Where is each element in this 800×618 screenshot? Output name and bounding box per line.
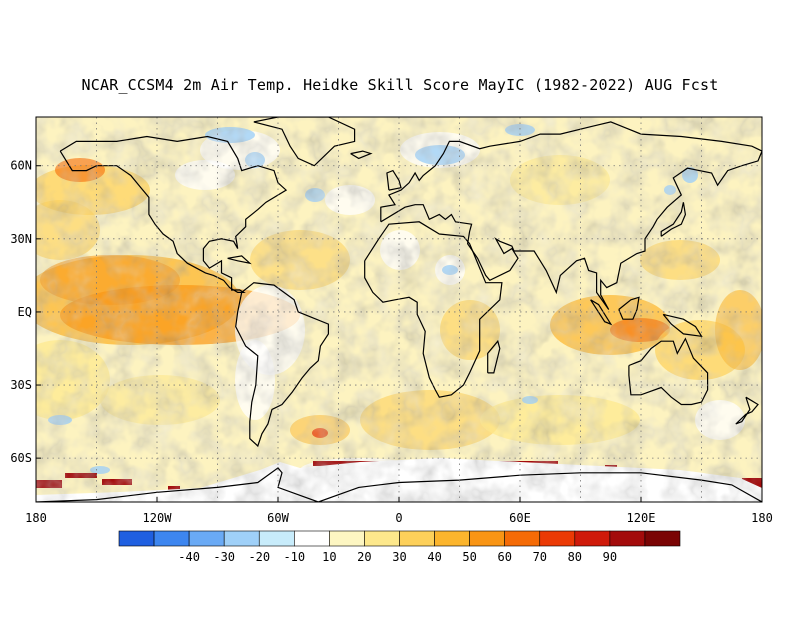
colorbar-label: 70 <box>533 550 547 564</box>
lat-tick-label: 30N <box>10 232 32 246</box>
lon-tick-label: 120W <box>143 511 173 525</box>
colorbar-label: 50 <box>462 550 476 564</box>
coastline <box>735 396 759 425</box>
lon-tick-label: 60W <box>267 511 289 525</box>
colorbar-swatch <box>574 530 611 547</box>
coastline <box>662 313 703 338</box>
lat-tick-label: 60S <box>10 451 32 465</box>
colorbar-swatch <box>469 530 505 547</box>
lon-tick-label: 180 <box>751 511 773 525</box>
colorbar-label: 40 <box>427 550 441 564</box>
colorbar-label: 10 <box>322 550 336 564</box>
colorbar-label: 80 <box>568 550 582 564</box>
lon-tick-label: 180 <box>25 511 47 525</box>
colorbar-label: -40 <box>178 550 200 564</box>
colorbar-label: -30 <box>213 550 235 564</box>
colorbar-label: 20 <box>357 550 371 564</box>
colorbar-swatch <box>609 530 646 547</box>
colorbar-swatch <box>258 530 295 547</box>
colorbar-swatch <box>399 530 435 547</box>
colorbar-label: -10 <box>283 550 305 564</box>
lat-tick-label: 30S <box>10 378 32 392</box>
colorbar-label: 60 <box>497 550 511 564</box>
colorbar <box>118 530 681 547</box>
coastline <box>253 117 356 167</box>
colorbar-swatch <box>223 530 260 547</box>
colorbar-label: 90 <box>603 550 617 564</box>
colorbar-swatch <box>434 530 470 547</box>
colorbar-label: -20 <box>248 550 270 564</box>
coastline <box>59 135 288 293</box>
coastline <box>590 299 613 326</box>
colorbar-swatch <box>364 530 400 547</box>
colorbar-swatch <box>504 530 541 547</box>
colorbar-swatch <box>329 530 365 547</box>
coastline <box>487 339 501 374</box>
colorbar-swatch <box>188 530 225 547</box>
lon-tick-label: 120E <box>627 511 656 525</box>
colorbar-label: 30 <box>392 550 406 564</box>
coastline <box>235 282 329 448</box>
lat-tick-label: EQ <box>18 305 32 319</box>
coastline <box>380 121 762 310</box>
lon-tick-label: 0 <box>395 511 402 525</box>
colorbar-swatch <box>539 530 576 547</box>
coastline <box>227 255 252 265</box>
colorbar-swatch <box>118 530 155 547</box>
lat-tick-label: 60N <box>10 159 32 173</box>
coastline <box>628 337 709 406</box>
coastline <box>350 150 373 160</box>
coastline <box>386 169 402 191</box>
coastline <box>660 202 687 237</box>
coastline <box>36 467 762 502</box>
colorbar-swatch <box>294 530 330 547</box>
colorbar-swatch <box>153 530 190 547</box>
lon-tick-label: 60E <box>509 511 531 525</box>
coastline <box>618 296 640 320</box>
coastline <box>364 221 503 398</box>
map-field <box>36 117 762 502</box>
colorbar-swatch <box>644 530 681 547</box>
map-title: NCAR_CCSM4 2m Air Temp. Heidke Skill Sco… <box>81 76 719 94</box>
